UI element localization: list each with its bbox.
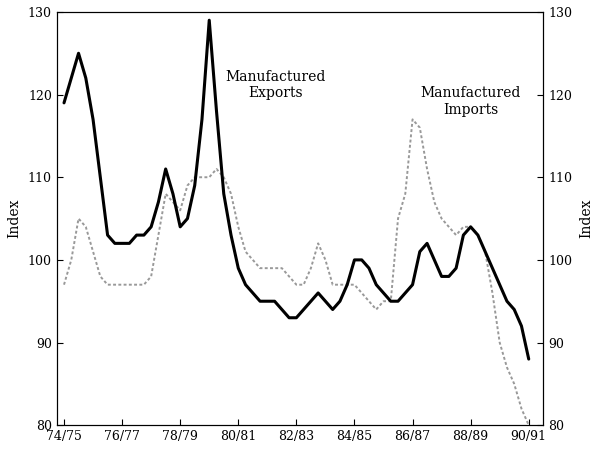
Text: Manufactured
Exports: Manufactured Exports	[226, 70, 326, 100]
Y-axis label: Index: Index	[7, 199, 21, 238]
Text: Manufactured
Imports: Manufactured Imports	[421, 86, 521, 117]
Y-axis label: Index: Index	[579, 199, 593, 238]
